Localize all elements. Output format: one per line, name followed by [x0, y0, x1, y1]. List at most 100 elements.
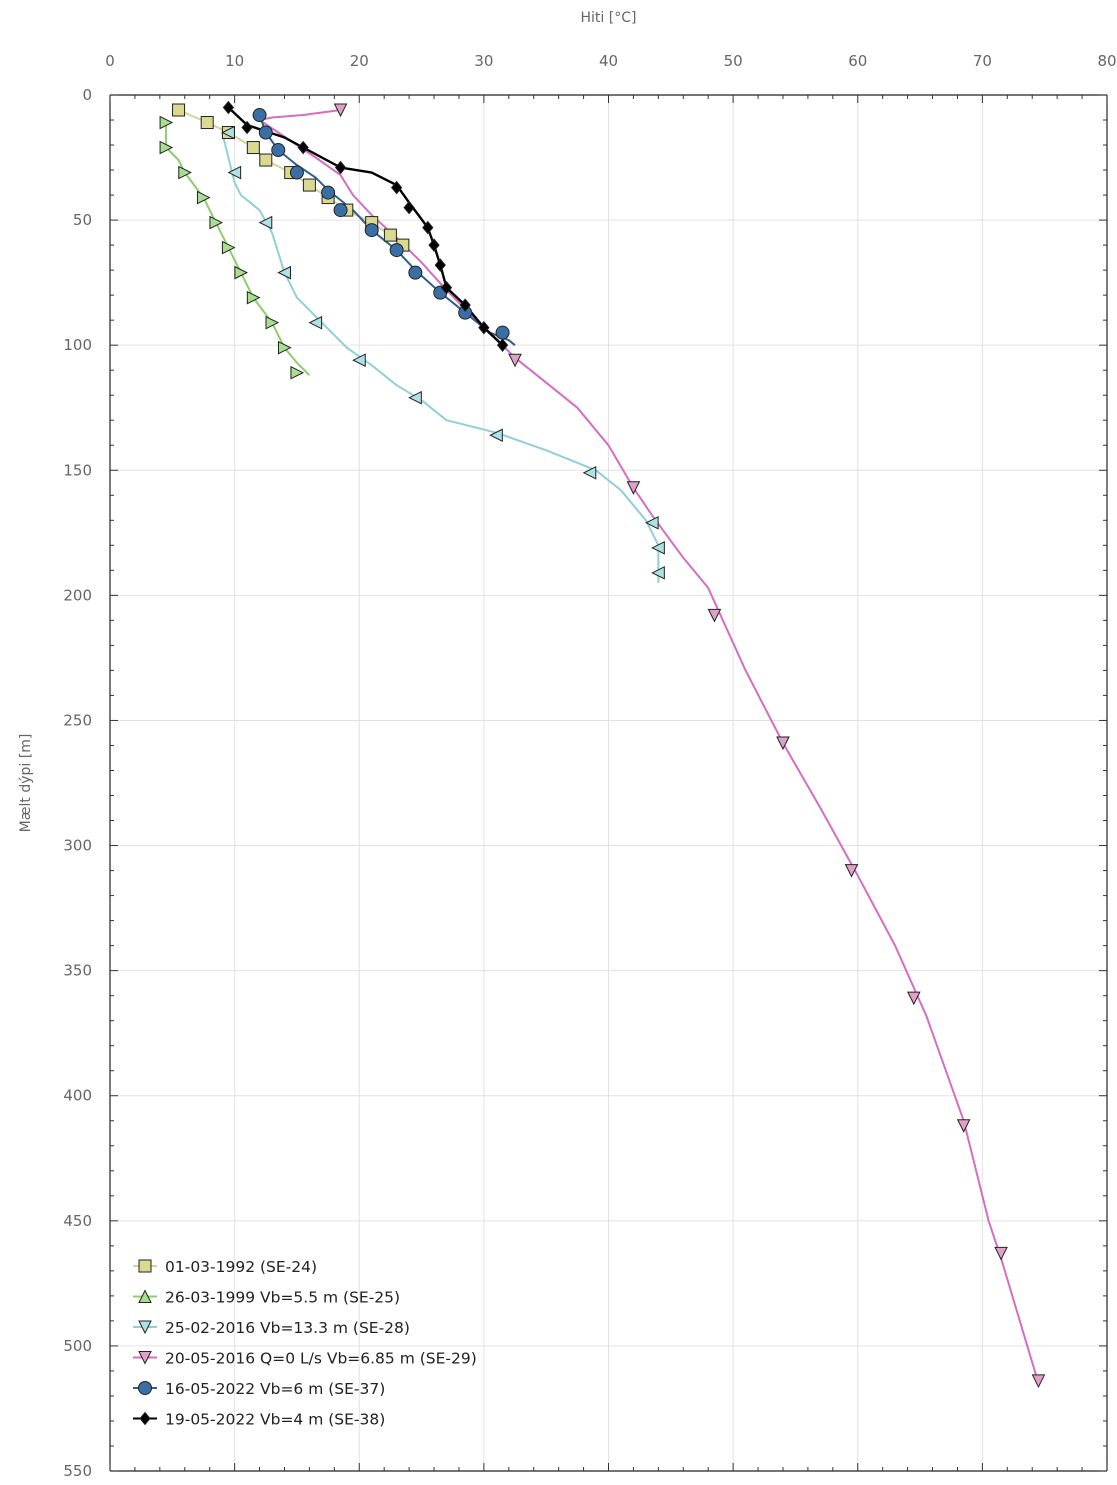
y-tick-label: 350: [63, 962, 92, 980]
data-point-series-1: [277, 340, 292, 355]
y-tick-label: 150: [63, 461, 92, 479]
x-tick-label: 10: [225, 52, 244, 70]
legend-swatch-marker: [138, 1320, 152, 1335]
data-point-series-4: [408, 265, 423, 280]
data-point-series-2: [651, 566, 665, 580]
data-point-series-0: [200, 116, 214, 130]
data-point-series-0: [383, 228, 397, 242]
data-point-series-5: [334, 160, 347, 175]
data-point-series-2: [645, 516, 659, 530]
data-point-series-5: [428, 238, 440, 252]
data-point-series-5: [440, 280, 453, 295]
legend-entry-label: 01-03-1992 (SE-24): [165, 1258, 317, 1276]
data-point-series-3: [844, 864, 859, 878]
data-point-series-2: [582, 465, 597, 480]
data-point-series-1: [265, 315, 280, 330]
y-tick-label: 200: [63, 586, 92, 604]
data-point-series-1: [196, 190, 211, 205]
legend-entry-label: 26-03-1999 Vb=5.5 m (SE-25): [165, 1289, 400, 1307]
data-point-series-3: [508, 353, 522, 368]
data-point-series-4: [271, 143, 286, 158]
data-point-series-5: [434, 258, 446, 272]
data-point-series-4: [252, 108, 267, 123]
x-tick-label: 70: [973, 52, 992, 70]
data-point-series-5: [241, 120, 253, 135]
data-point-series-2: [308, 315, 323, 330]
series-line-4: [258, 114, 516, 346]
legend-swatch-marker: [138, 1351, 152, 1365]
legend: 01-03-1992 (SE-24) 26-03-1999 Vb=5.5 m (S…: [133, 1258, 477, 1429]
data-point-series-5: [297, 140, 309, 155]
x-tick-label: 60: [848, 52, 867, 70]
data-point-series-0: [259, 153, 273, 167]
data-point-series-0: [246, 141, 260, 155]
legend-entry-label: 20-05-2016 Q=0 L/s Vb=6.85 m (SE-29): [165, 1350, 477, 1368]
data-point-series-3: [776, 736, 790, 751]
series-line-1: [165, 122, 311, 376]
data-point-series-2: [277, 265, 291, 280]
y-tick-label: 400: [63, 1087, 92, 1105]
data-point-series-2: [408, 390, 422, 405]
data-point-series-0: [172, 103, 186, 117]
x-axis-title: Hiti [°C]: [581, 10, 637, 26]
data-point-series-4: [364, 223, 379, 238]
y-tick-label: 450: [63, 1212, 92, 1230]
y-tick-label: 300: [63, 837, 92, 855]
series-markers: [159, 100, 1046, 1389]
grid: [109, 94, 1108, 1472]
legend-entry-label: 16-05-2022 Vb=6 m (SE-37): [165, 1380, 385, 1398]
data-point-series-5: [459, 298, 471, 312]
data-point-series-1: [290, 365, 305, 380]
data-point-series-3: [626, 481, 641, 495]
data-point-series-1: [159, 115, 174, 130]
series-lines: [165, 106, 1040, 1384]
data-point-series-3: [956, 1119, 971, 1133]
series-line-3: [258, 109, 1040, 1384]
data-point-series-5: [222, 100, 235, 115]
y-axis-title: Mælt dýpi [m]: [18, 734, 34, 833]
data-point-series-5: [422, 220, 434, 235]
data-point-series-1: [221, 240, 236, 255]
x-tick-label: 0: [105, 52, 115, 70]
data-point-series-5: [478, 320, 490, 335]
data-point-series-4: [258, 125, 273, 140]
data-point-series-2: [258, 215, 273, 230]
data-point-series-2: [221, 125, 235, 140]
y-tick-label: 550: [63, 1462, 92, 1480]
data-point-series-5: [496, 338, 509, 352]
data-point-series-1: [178, 165, 192, 180]
data-point-series-3: [333, 103, 348, 118]
y-tick-label: 250: [63, 711, 92, 729]
data-point-series-1: [246, 290, 261, 305]
y-tick-label: 100: [63, 336, 92, 354]
data-point-series-5: [403, 200, 415, 215]
data-point-series-1: [159, 140, 174, 155]
data-point-series-2: [352, 353, 366, 368]
data-point-series-3: [907, 991, 921, 1006]
legend-swatch-marker: [138, 1289, 152, 1303]
data-point-series-4: [289, 165, 304, 180]
data-point-series-1: [209, 215, 224, 230]
data-point-series-3: [994, 1246, 1008, 1261]
data-point-series-5: [390, 180, 403, 195]
data-point-series-3: [707, 608, 722, 623]
data-point-series-2: [489, 428, 503, 443]
legend-swatch-marker: [138, 1259, 152, 1273]
x-tick-label: 30: [474, 52, 493, 70]
data-point-series-4: [495, 325, 510, 340]
y-tick-label: 50: [73, 211, 92, 229]
x-tick-label: 50: [724, 52, 743, 70]
legend-entry-label: 19-05-2022 Vb=4 m (SE-38): [165, 1411, 385, 1429]
data-point-series-1: [234, 265, 248, 280]
data-point-series-2: [227, 165, 242, 180]
axes: 0 10 20 30 40 50 60 70 80 0 50 100 150 200 250 300 350 40…: [63, 52, 1116, 1480]
data-point-series-2: [651, 541, 665, 555]
data-point-series-0: [302, 178, 316, 192]
x-tick-label: 40: [599, 52, 618, 70]
x-tick-label: 20: [350, 52, 369, 70]
series-line-2: [221, 132, 660, 583]
legend-swatch-marker: [138, 1381, 152, 1395]
data-point-series-4: [389, 243, 404, 258]
